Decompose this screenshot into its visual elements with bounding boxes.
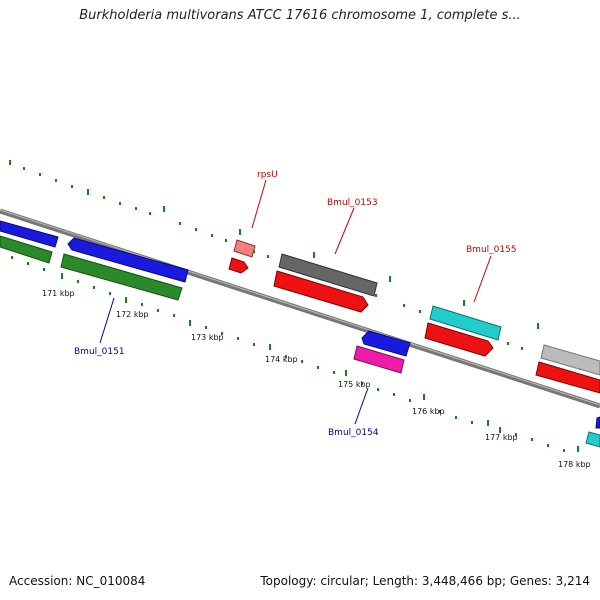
label-bmul-0151[interactable]: Bmul_0151 — [74, 347, 125, 357]
leader-bmul-0153 — [334, 207, 355, 255]
tick-label-172: 172 kbp — [116, 310, 149, 319]
map-title: Burkholderia multivorans ATCC 17616 chro… — [79, 8, 521, 23]
chromosome-backbone-highlight — [0, 209, 600, 406]
leader-bmul-0154 — [354, 387, 369, 425]
gene-bmul-0151[interactable] — [60, 253, 183, 301]
tick-label-178: 178 kbp — [558, 460, 591, 469]
gene-rpsU[interactable] — [228, 257, 249, 274]
tick-label-177: 177 kbp — [485, 433, 518, 442]
tick-label-174: 174 kbp — [265, 355, 298, 364]
gene-blue-0151-pre[interactable] — [67, 237, 189, 283]
label-rpsU[interactable]: rpsU — [257, 170, 278, 180]
tick-label-176: 176 kbp — [412, 407, 445, 416]
gene-right-grey[interactable] — [540, 344, 600, 376]
gene-bmul-0153-grey[interactable] — [278, 253, 378, 297]
gene-right-red[interactable] — [535, 361, 600, 394]
tick-label-173: 173 kbp — [191, 333, 224, 342]
leader-bmul-0151 — [99, 297, 115, 344]
gene-right-blue[interactable] — [595, 416, 600, 429]
inner-tick-ring — [11, 256, 579, 452]
gene-right-cyan[interactable] — [585, 431, 600, 448]
accession-text: Accession: NC_010084 — [9, 574, 146, 588]
leader-bmul-0155 — [473, 255, 492, 303]
label-bmul-0153[interactable]: Bmul_0153 — [327, 198, 378, 208]
chromosome-backbone — [0, 208, 600, 409]
gene-bmul-0155-red[interactable] — [424, 322, 494, 357]
label-bmul-0154[interactable]: Bmul_0154 — [328, 428, 379, 438]
tick-label-175: 175 kbp — [338, 380, 371, 389]
gene-bmul-0153[interactable] — [273, 270, 369, 313]
gene-green-left[interactable] — [0, 235, 53, 264]
genome-summary-text: Topology: circular; Length: 3,448,466 bp… — [260, 574, 590, 588]
tick-label-171: 171 kbp — [42, 289, 75, 298]
leader-rpsU — [251, 179, 267, 229]
gene-bmul-0155[interactable] — [429, 305, 502, 341]
gene-blue-left[interactable] — [0, 220, 59, 248]
gene-bmul-0154[interactable] — [353, 345, 405, 374]
gene-bmul-0154-blue[interactable] — [361, 330, 411, 357]
label-bmul-0155[interactable]: Bmul_0155 — [466, 245, 517, 255]
gene-rpsU-light[interactable] — [233, 239, 256, 258]
